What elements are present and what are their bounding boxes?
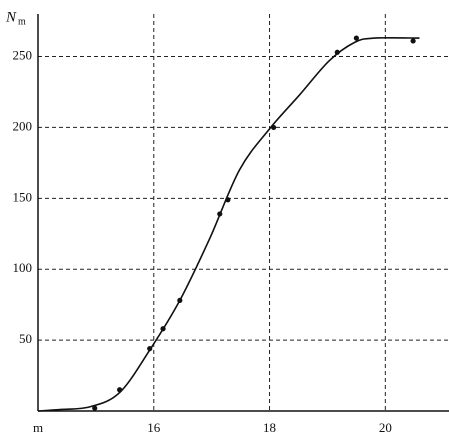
y-tick-label: 200 [13, 118, 33, 133]
data-point [160, 326, 166, 332]
data-point [353, 35, 359, 41]
x-tick-label: m [33, 420, 43, 435]
data-point [92, 405, 98, 411]
data-point [410, 38, 416, 44]
x-tick-label: 20 [379, 420, 392, 435]
y-tick-label: 100 [13, 260, 33, 275]
y-axis-label: N [5, 9, 17, 25]
data-point [177, 297, 183, 304]
y-tick-label: 50 [19, 331, 32, 346]
data-point [271, 124, 277, 131]
data-point [147, 346, 153, 352]
data-point [334, 49, 340, 55]
y-tick-label: 150 [13, 189, 33, 204]
x-tick-label: 16 [147, 420, 161, 435]
y-tick-label: 250 [13, 48, 33, 63]
data-point [217, 211, 223, 217]
curve [37, 36, 420, 412]
y-axis-label-sub: m [18, 16, 26, 27]
data-point [117, 387, 123, 393]
data-point [225, 197, 231, 203]
x-tick-label: 18 [263, 420, 276, 435]
